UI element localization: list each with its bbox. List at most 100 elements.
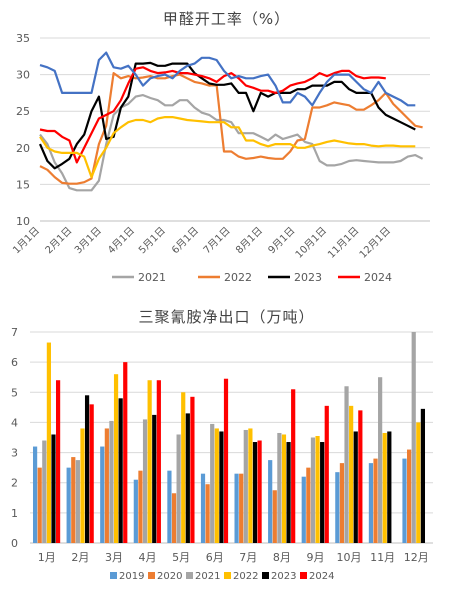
bar-2024-2月 — [89, 404, 94, 543]
bar-2024-4月 — [156, 380, 161, 543]
bar-2022-2月 — [80, 428, 85, 543]
bar-2020-12月 — [407, 449, 412, 543]
bar-2020-11月 — [373, 458, 378, 543]
bar-2019-6月 — [200, 473, 206, 543]
legend-label-2021: 2021 — [195, 571, 220, 582]
bar-2023-4月 — [152, 414, 157, 543]
bar-2021-7月 — [243, 429, 248, 543]
bar-2021-9月 — [310, 437, 316, 543]
bar-chart: 0 1 2 3 4 5 6 7 1月 2月 3月 4月 5月 6月 7月 8月 9月 10月 11月 12月 2019 2… — [11, 326, 433, 582]
legend-label-2022: 2022 — [224, 271, 252, 284]
bar-2022-1月 — [46, 342, 51, 543]
legend-swatch-2022 — [224, 572, 231, 579]
bar-2022-7月 — [248, 428, 253, 543]
bar-2020-4月 — [138, 470, 143, 543]
line-x-tick-label: 11月1日 — [325, 225, 361, 261]
bar-2023-3月 — [118, 398, 123, 543]
bar-2019-10月 — [335, 472, 340, 543]
bar-2024-1月 — [55, 380, 61, 543]
line-x-tick-label: 12月1日 — [357, 225, 393, 261]
bar-y-tick-label: 6 — [11, 356, 18, 369]
bar-y-tick-label: 1 — [11, 507, 18, 520]
line-x-tick-label: 10月1日 — [293, 225, 329, 261]
bar-2020-5月 — [171, 493, 177, 543]
bar-2024-9月 — [324, 405, 329, 543]
bar-2021-6月 — [210, 423, 215, 543]
bar-2019-11月 — [368, 463, 374, 543]
bar-x-tick-label: 5月 — [172, 551, 190, 564]
legend-swatch-2019 — [110, 572, 117, 579]
bar-y-tick-label: 3 — [11, 447, 18, 460]
line-series-2022 — [39, 72, 423, 185]
bar-2019-8月 — [268, 460, 273, 543]
line-x-tick-label: 4月1日 — [105, 225, 137, 257]
bar-y-tick-label: 0 — [11, 537, 18, 550]
bar-2020-9月 — [306, 467, 311, 543]
bar-2019-1月 — [32, 446, 38, 543]
bar-2021-3月 — [109, 420, 114, 543]
legend-label-2023: 2023 — [271, 571, 296, 582]
bar-2020-7月 — [239, 473, 244, 543]
bar-2021-4月 — [142, 419, 148, 543]
bar-2021-8月 — [277, 432, 282, 543]
bar-2019-7月 — [234, 473, 239, 543]
bar-2022-4月 — [147, 380, 152, 543]
legend-swatch-2024 — [300, 572, 307, 579]
bar-2023-7月 — [252, 442, 258, 543]
bar-x-tick-label: 3月 — [105, 551, 123, 564]
bar-2021-11月 — [378, 377, 383, 543]
line-series-2020 — [39, 51, 416, 107]
line-chart-title: 甲醛开工率（%） — [162, 10, 291, 28]
line-y-tick-label: 25 — [16, 105, 30, 118]
bar-2023-8月 — [286, 442, 291, 543]
bar-x-tick-label: 1月 — [38, 551, 56, 564]
bar-2020-6月 — [205, 484, 210, 543]
legend-swatch-2023 — [262, 572, 269, 579]
legend-label-2020: 2020 — [157, 571, 182, 582]
line-x-tick-label: 6月1日 — [169, 225, 201, 257]
bar-2022-12月 — [416, 422, 421, 543]
bar-x-tick-label: 12月 — [404, 551, 429, 564]
bar-2022-6月 — [214, 428, 219, 543]
line-x-tick-label: 3月1日 — [72, 225, 104, 257]
line-x-tick-label: 1月1日 — [10, 225, 42, 257]
bar-2019-3月 — [100, 446, 105, 543]
bar-2024-7月 — [257, 440, 262, 543]
bar-2024-10月 — [358, 410, 363, 543]
bar-2022-3月 — [113, 374, 119, 543]
line-series-2024 — [39, 66, 386, 164]
bar-2023-1月 — [51, 434, 56, 543]
line-y-tick-label: 10 — [16, 215, 30, 228]
bar-x-tick-label: 10月 — [337, 551, 362, 564]
bar-2020-10月 — [339, 463, 345, 543]
bar-2021-2月 — [75, 460, 80, 543]
legend-label-2021: 2021 — [138, 271, 166, 284]
bar-x-tick-label: 8月 — [273, 551, 291, 564]
bar-2023-5月 — [185, 413, 190, 543]
bar-y-tick-label: 5 — [11, 386, 18, 399]
bar-2023-6月 — [219, 431, 224, 543]
bar-2022-8月 — [281, 434, 287, 543]
line-x-tick-label: 5月1日 — [136, 225, 168, 257]
bar-2022-11月 — [382, 432, 387, 543]
bar-2019-9月 — [301, 476, 306, 543]
bar-2019-4月 — [133, 479, 138, 543]
line-x-tick-label: 7月1日 — [201, 225, 233, 257]
line-y-tick-label: 35 — [16, 32, 30, 45]
bar-2020-1月 — [37, 467, 42, 543]
bar-2019-2月 — [66, 467, 71, 543]
line-x-tick-label: 2月1日 — [43, 225, 75, 257]
bar-2023-11月 — [387, 431, 392, 543]
bar-2021-12月 — [411, 332, 416, 543]
line-x-tick-label: 9月1日 — [266, 225, 298, 257]
bar-y-tick-label: 2 — [11, 477, 18, 490]
bar-x-tick-label: 11月 — [370, 551, 395, 564]
bar-x-tick-label: 4月 — [139, 551, 157, 564]
bar-y-tick-label: 4 — [11, 416, 18, 429]
line-series-series-5 — [39, 116, 416, 179]
line-y-tick-label: 20 — [16, 142, 30, 155]
bar-2020-3月 — [104, 428, 109, 543]
bar-2023-10月 — [353, 431, 358, 543]
bar-2022-10月 — [349, 405, 354, 543]
